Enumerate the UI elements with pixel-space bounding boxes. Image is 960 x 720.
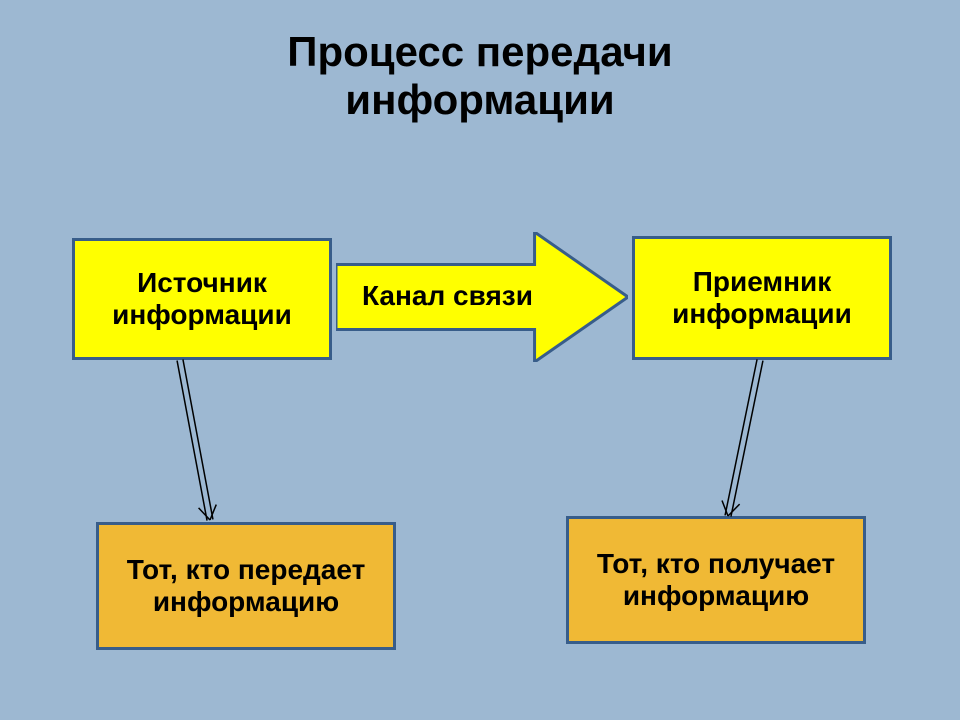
connector-right bbox=[0, 0, 960, 720]
diagram-canvas: Процесс передачи информации Источник инф… bbox=[0, 0, 960, 720]
